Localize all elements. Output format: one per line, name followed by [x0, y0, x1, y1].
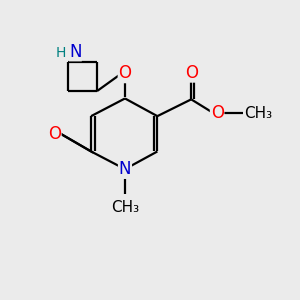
Text: O: O [211, 104, 224, 122]
Text: N: N [69, 43, 82, 61]
Text: N: N [119, 160, 131, 178]
Text: O: O [118, 64, 131, 82]
Text: O: O [48, 125, 61, 143]
Text: CH₃: CH₃ [111, 200, 139, 215]
Text: H: H [56, 46, 66, 60]
Text: CH₃: CH₃ [244, 106, 272, 121]
Text: O: O [185, 64, 198, 82]
